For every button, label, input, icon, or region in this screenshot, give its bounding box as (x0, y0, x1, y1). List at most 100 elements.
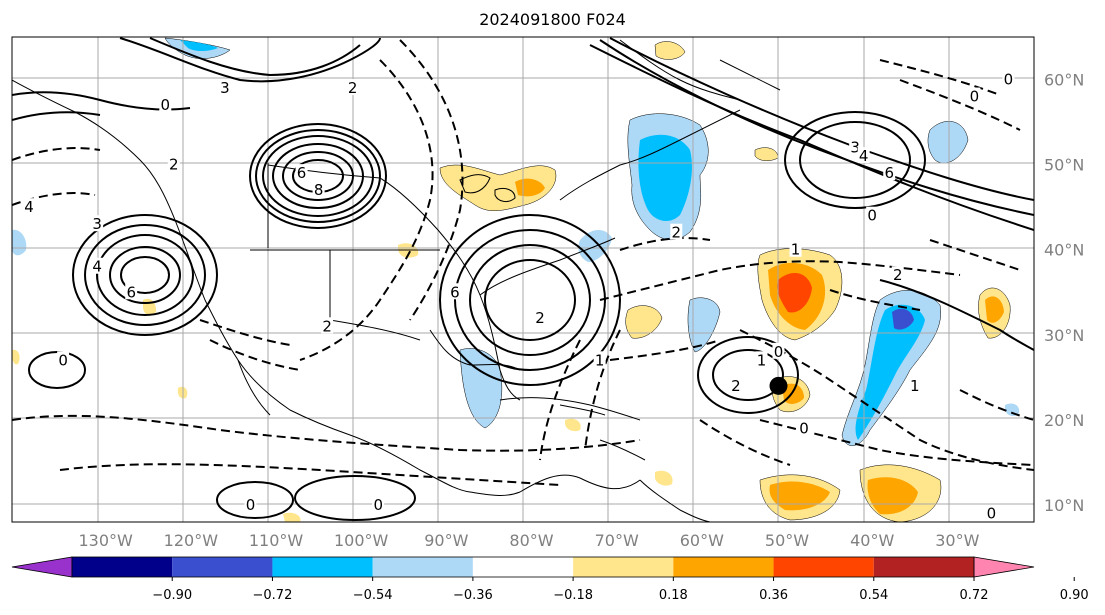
contour-label-bg (670, 223, 683, 240)
contour-label-bg (346, 79, 359, 96)
colorbar-segment (773, 557, 874, 577)
contour-label: 8 (314, 181, 324, 199)
colorbar-tick-label: 0.54 (859, 588, 888, 603)
colorbar-segment (873, 557, 974, 577)
contour-label: 0 (970, 88, 980, 106)
latitude-labels: 60°N 50°N 40°N 30°N 20°N 10°N (1044, 71, 1084, 515)
contour-label-bg (789, 240, 802, 257)
colorbar-tick-label: −0.72 (253, 588, 293, 603)
lon-tick-label: 80°W (509, 531, 553, 550)
contour-label-bg (593, 351, 606, 368)
longitude-labels: 130°W 120°W 110°W 100°W 90°W 80°W 70°W 60°W 50°W… (79, 531, 980, 550)
contour-label: 4 (859, 147, 869, 165)
contour-label-bg (125, 283, 138, 300)
contour-label: 0 (246, 496, 256, 514)
lat-tick-label: 50°N (1044, 156, 1084, 175)
colorbar-tick-label: −0.18 (553, 588, 593, 603)
contour-label: 2 (731, 377, 741, 395)
lon-tick-label: 60°W (680, 531, 724, 550)
contour-label-bg (57, 351, 70, 368)
contour-label-bg (883, 164, 896, 181)
map-frame (11, 36, 1035, 523)
contour-label-bg (891, 266, 904, 283)
map-title: 2024091800 F024 (479, 10, 626, 29)
contour-label-bg (372, 495, 385, 512)
contour-label-bg (448, 283, 461, 300)
contour-label-bg (908, 376, 921, 393)
coastlines (12, 39, 781, 522)
lon-tick-label: 120°W (164, 531, 219, 550)
lon-tick-label: 90°W (424, 531, 468, 550)
contour-lines (12, 37, 1034, 521)
contour-label: 0 (799, 419, 809, 437)
contour-label-bg (866, 206, 879, 223)
contour-label-bg (772, 342, 785, 359)
colorbar-tick-label: −0.36 (453, 588, 493, 603)
contour-label: 0 (774, 343, 784, 361)
colorbar-segment (372, 557, 473, 577)
colorbar-segment (573, 557, 674, 577)
colorbar: −0.90 −0.72 −0.54 −0.36 −0.18 0.18 0.36 0.54 0.7… (11, 556, 1089, 603)
contour-label: 0 (987, 504, 997, 522)
lat-tick-label: 60°N (1044, 71, 1084, 90)
contour-label-bg (244, 495, 257, 512)
lat-tick-label: 30°N (1044, 326, 1084, 345)
lon-tick-label: 70°W (595, 531, 639, 550)
contour-label: 0 (58, 351, 68, 369)
contour-label: 0 (373, 496, 383, 514)
contour-label-bg (91, 215, 104, 232)
contour-label-bg (159, 96, 172, 113)
colorbar-tick-label: 0.18 (659, 588, 688, 603)
contour-label-bg (968, 87, 981, 104)
contour-label-bg (23, 198, 36, 215)
contour-label-bg (729, 376, 742, 393)
contour-label: 2 (348, 79, 358, 97)
contour-label: 4 (24, 198, 34, 216)
storm-center-marker (769, 376, 788, 395)
contour-label-bg (857, 147, 870, 164)
colorbar-segment (673, 557, 774, 577)
contour-label-bg (534, 308, 547, 325)
contour-label: 6 (126, 283, 136, 301)
lon-tick-label: 40°W (850, 531, 894, 550)
contour-label-bg (91, 257, 104, 274)
contour-label: 2 (893, 266, 903, 284)
contour-label: 1 (910, 377, 920, 395)
contour-label: 6 (297, 164, 307, 182)
contour-label-bg (798, 419, 811, 436)
contour-label: 1 (595, 351, 605, 369)
colorbar-tick-label: 0.36 (759, 588, 788, 603)
contour-label-bg (167, 155, 180, 172)
colorbar-extend-low (11, 556, 73, 578)
lat-tick-label: 10°N (1044, 496, 1084, 515)
contour-label: 3 (850, 139, 860, 157)
colorbar-outline (71, 556, 975, 578)
lon-tick-label: 30°W (935, 531, 979, 550)
colorbar-segment (472, 557, 574, 577)
graticule (12, 37, 1034, 522)
contour-label-bg (321, 317, 334, 334)
contour-label: 2 (672, 224, 682, 242)
lat-tick-label: 40°N (1044, 241, 1084, 260)
contour-label: 0 (867, 207, 877, 225)
colorbar-tick-label: 0.72 (960, 588, 989, 603)
contour-label-bg (312, 181, 325, 198)
contour-label: 6 (884, 164, 894, 182)
contour-label: 2 (535, 309, 545, 327)
contour-label-bg (755, 351, 768, 368)
lon-tick-label: 100°W (334, 531, 389, 550)
contour-label-bg (295, 164, 308, 181)
colorbar-extend-high (973, 556, 1035, 578)
contour-label-bg (1002, 70, 1015, 87)
contour-label: 1 (757, 351, 767, 369)
contour-label: 0 (1004, 71, 1014, 89)
colorbar-tick-label: −0.54 (353, 588, 393, 603)
contour-label-bg (985, 504, 998, 521)
colorbar-segment (72, 557, 173, 577)
colorbar-tick-label: −0.90 (152, 588, 192, 603)
contour-label: 2 (322, 317, 332, 335)
colorbar-tick-label: 0.90 (1060, 588, 1089, 603)
lon-tick-label: 130°W (79, 531, 134, 550)
